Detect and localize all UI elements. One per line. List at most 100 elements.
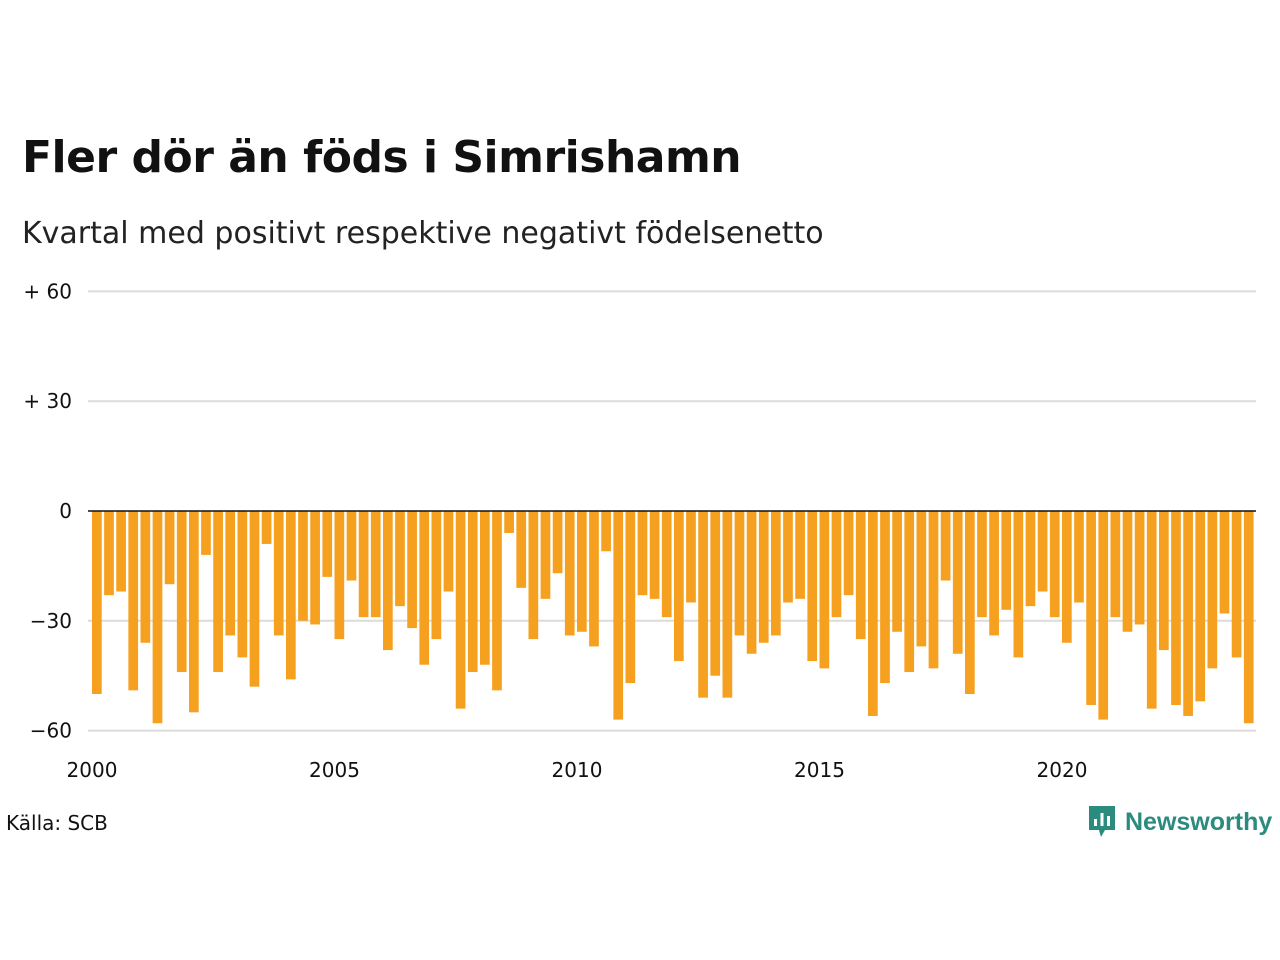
bar <box>965 511 975 694</box>
bar <box>431 511 442 640</box>
source-note: Källa: SCB <box>6 811 108 835</box>
bar <box>880 511 890 684</box>
bar <box>419 511 430 665</box>
bar <box>1146 511 1157 709</box>
bar <box>807 511 818 662</box>
bar <box>201 511 211 555</box>
bar <box>625 511 636 684</box>
x-tick-label: 2015 <box>794 758 845 782</box>
bar <box>104 511 114 596</box>
bar <box>698 511 708 698</box>
bar <box>734 511 745 636</box>
brand-name: Newsworthy <box>1125 807 1273 836</box>
bar <box>819 511 830 669</box>
bar <box>176 511 187 673</box>
bar <box>831 511 842 618</box>
bar <box>383 511 393 651</box>
bar <box>1062 511 1072 643</box>
bar <box>601 511 611 552</box>
bar <box>225 511 236 636</box>
bar <box>1171 511 1181 705</box>
bar <box>1183 511 1193 716</box>
chart-subtitle: Kvartal med positivt respektive negativt… <box>22 216 824 251</box>
bar <box>455 511 466 709</box>
bar <box>552 511 563 574</box>
bar <box>649 511 660 599</box>
bar <box>540 511 551 599</box>
bar <box>249 511 260 687</box>
bar <box>892 511 902 632</box>
bar <box>795 511 805 599</box>
bar <box>528 511 539 640</box>
bar <box>613 511 624 720</box>
bar <box>989 511 999 636</box>
bar <box>116 511 126 592</box>
bar <box>1231 511 1242 658</box>
bar <box>928 511 939 669</box>
bar <box>92 511 102 694</box>
bar <box>467 511 478 673</box>
bar <box>516 511 527 588</box>
bar <box>492 511 502 691</box>
bar <box>686 511 696 603</box>
bar <box>674 511 684 662</box>
bar <box>504 511 514 533</box>
bar <box>1013 511 1024 658</box>
bar <box>855 511 866 640</box>
bar <box>1159 511 1169 651</box>
bar <box>771 511 781 636</box>
x-axis-labels: 2000 2005 2010 2015 2020 <box>67 758 1088 782</box>
y-tick-label: −30 <box>30 609 72 633</box>
bar <box>637 511 648 596</box>
bar <box>1049 511 1060 618</box>
bar <box>758 511 769 643</box>
y-tick-label: −60 <box>30 719 72 743</box>
newsworthy-logo-icon <box>1089 806 1115 837</box>
bar <box>346 511 357 581</box>
x-tick-label: 2000 <box>67 758 118 782</box>
bar <box>310 511 320 625</box>
bar <box>273 511 284 636</box>
bars <box>92 511 1254 724</box>
bar <box>1074 511 1084 603</box>
bar <box>1134 511 1145 625</box>
bar <box>358 511 369 618</box>
gridlines <box>88 290 1256 732</box>
bar <box>710 511 721 676</box>
bar <box>577 511 587 632</box>
bar <box>1243 511 1254 724</box>
bar <box>407 511 417 629</box>
bar <box>286 511 296 680</box>
y-tick-label: + 30 <box>23 389 72 413</box>
bar <box>237 511 248 658</box>
y-tick-label: 0 <box>59 499 72 523</box>
bar <box>322 511 333 577</box>
bar <box>904 511 915 673</box>
y-tick-label: + 60 <box>23 279 72 303</box>
bar <box>783 511 793 603</box>
bar <box>298 511 308 621</box>
bar <box>1195 511 1206 702</box>
bar <box>1001 511 1012 610</box>
bar <box>1025 511 1036 607</box>
bar <box>395 511 405 607</box>
bar <box>152 511 163 724</box>
bar <box>1122 511 1133 632</box>
bar <box>1037 511 1048 592</box>
bar <box>1098 511 1109 720</box>
y-axis-labels: + 60 + 30 0 −30 −60 <box>23 279 72 742</box>
chart-title: Fler dör än föds i Simrishamn <box>22 132 742 183</box>
bar <box>128 511 139 691</box>
bar <box>164 511 175 585</box>
brand-logo: Newsworthy <box>1087 804 1272 840</box>
bar <box>746 511 757 654</box>
bar <box>1219 511 1230 614</box>
bar <box>977 511 987 618</box>
bar-chart: + 60 + 30 0 −30 −60 2000 2005 2010 2015 2020 <box>23 279 1256 782</box>
x-tick-label: 2010 <box>552 758 603 782</box>
bar <box>261 511 272 544</box>
bar <box>722 511 733 698</box>
bar <box>589 511 599 647</box>
bar <box>952 511 963 654</box>
x-tick-label: 2020 <box>1037 758 1088 782</box>
